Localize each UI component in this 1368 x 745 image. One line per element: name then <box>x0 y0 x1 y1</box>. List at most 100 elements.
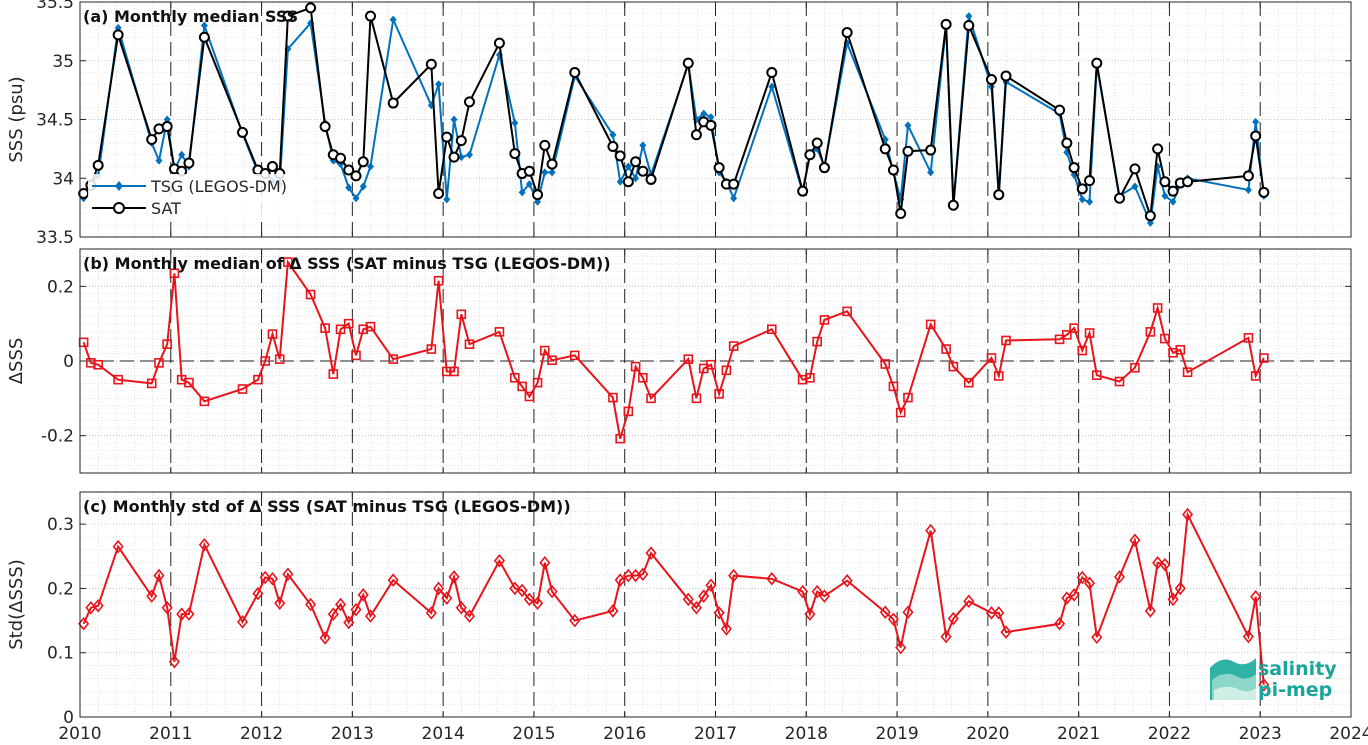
data-point <box>274 354 285 364</box>
data-point <box>811 137 823 149</box>
data-point <box>879 143 891 155</box>
data-point <box>548 168 556 177</box>
data-point <box>516 583 528 598</box>
data-point <box>465 150 473 159</box>
data-point <box>730 194 738 203</box>
data-point <box>176 607 188 621</box>
data-point <box>714 389 724 399</box>
data-point <box>1130 362 1140 373</box>
data-point <box>1092 370 1102 380</box>
data-point <box>1000 625 1012 639</box>
data-point <box>92 159 104 171</box>
data-point <box>1076 183 1088 195</box>
data-point <box>161 600 173 615</box>
data-point <box>455 135 467 147</box>
x-tick-label: 2015 <box>512 724 555 744</box>
data-point <box>463 96 475 108</box>
x-tick-label: 2014 <box>422 724 465 744</box>
data-point <box>1144 604 1156 618</box>
data-point <box>546 158 558 170</box>
data-point <box>888 381 899 392</box>
data-point <box>895 407 906 418</box>
data-point <box>350 602 362 617</box>
data-point <box>532 596 544 610</box>
data-point <box>1131 182 1139 191</box>
data-point <box>713 162 725 174</box>
data-point <box>985 74 997 86</box>
data-point <box>1069 323 1079 333</box>
data-point <box>1250 590 1262 604</box>
data-point <box>443 195 451 204</box>
data-point <box>357 156 369 168</box>
data-point <box>1242 170 1254 182</box>
data-point <box>524 391 535 402</box>
y-tick-label: 0.3 <box>47 515 74 535</box>
data-point <box>925 319 936 330</box>
data-point <box>343 164 355 176</box>
data-point <box>1258 678 1270 692</box>
data-point <box>449 366 459 377</box>
data-point <box>902 605 914 619</box>
data-point <box>1250 371 1261 381</box>
data-point <box>283 257 293 267</box>
data-point <box>319 121 331 133</box>
data-point <box>690 129 702 141</box>
data-point <box>842 306 852 317</box>
data-point <box>728 568 740 583</box>
data-point <box>433 581 445 596</box>
series-line-b-0 <box>82 259 1265 439</box>
data-point <box>645 546 657 560</box>
data-point <box>253 374 263 385</box>
data-point <box>546 584 558 599</box>
data-point <box>441 591 453 605</box>
data-point <box>433 188 445 200</box>
data-point <box>1161 191 1169 200</box>
data-point <box>1159 557 1171 572</box>
panel-monthly-median-delta-sss: -0.2 0 0.2 (b) Monthly median of Δ SSS (SA… <box>6 248 1352 474</box>
data-point <box>797 584 809 599</box>
x-tick-label: 2013 <box>331 724 374 744</box>
data-point <box>435 80 443 89</box>
data-point <box>178 150 186 159</box>
data-point <box>146 133 158 145</box>
data-point <box>541 168 549 177</box>
data-point <box>623 406 634 417</box>
data-point <box>903 392 913 403</box>
data-point <box>622 568 634 583</box>
panel-c-ylabel: Std(ΔSSS) <box>6 559 27 650</box>
data-point <box>1068 162 1080 174</box>
data-point <box>904 121 912 130</box>
data-point <box>698 589 710 603</box>
data-point <box>237 126 249 138</box>
data-point <box>367 162 375 171</box>
y-tick-label: 34.5 <box>36 111 74 131</box>
data-point <box>365 10 377 22</box>
data-point <box>1000 70 1012 82</box>
x-tick-label: 2017 <box>694 724 737 744</box>
data-point <box>518 188 526 197</box>
data-point <box>78 617 90 631</box>
data-point <box>343 615 355 630</box>
data-point <box>1258 186 1270 198</box>
data-point <box>630 156 642 168</box>
data-point <box>448 151 460 163</box>
data-point <box>510 372 520 383</box>
data-point <box>691 393 702 404</box>
data-point <box>455 600 467 615</box>
data-point <box>274 596 286 610</box>
data-point <box>1091 57 1103 69</box>
x-tick-label: 2012 <box>240 724 283 744</box>
data-point <box>198 31 210 43</box>
y-tick-label: 0 <box>63 708 74 728</box>
data-point <box>154 358 164 368</box>
data-point <box>728 178 740 190</box>
data-point <box>200 21 208 30</box>
legend-sat-marker-icon <box>113 202 125 214</box>
data-point <box>1152 555 1164 570</box>
data-point <box>1152 303 1163 313</box>
data-point <box>523 165 535 177</box>
data-point <box>986 353 997 363</box>
x-tick-label: 2022 <box>1148 724 1191 744</box>
data-point <box>359 182 367 191</box>
data-point <box>705 578 717 592</box>
